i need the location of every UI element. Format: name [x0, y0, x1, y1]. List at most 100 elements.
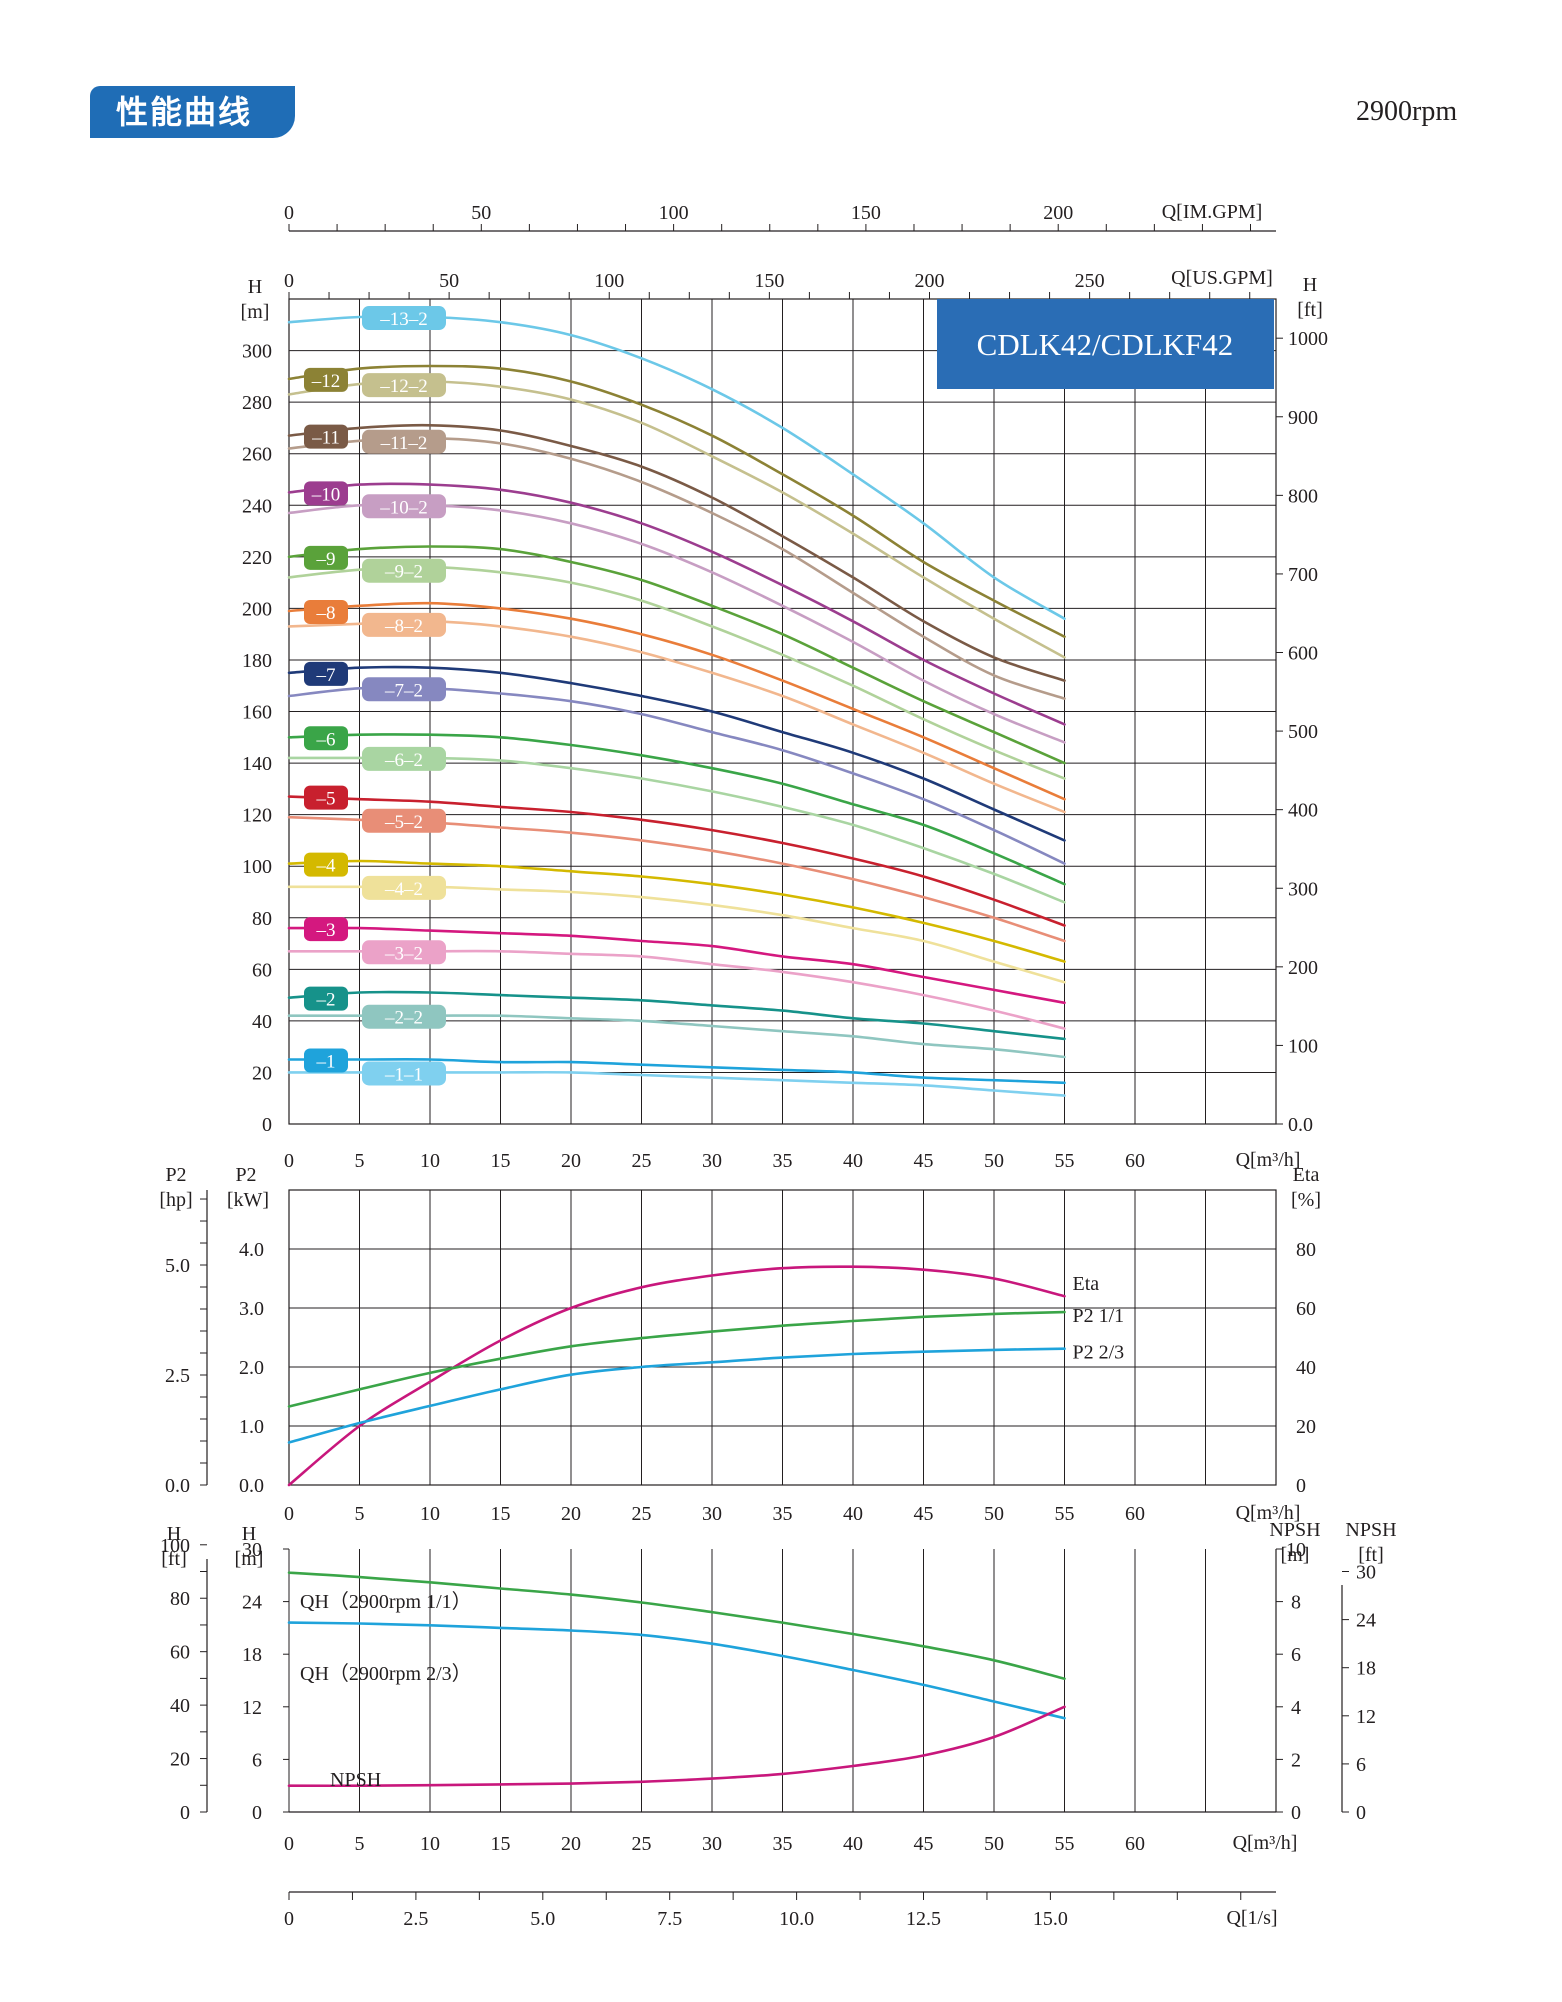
- qh-series-label-1: QH（2900rpm 2/3）: [300, 1662, 472, 1685]
- p2-curve-P2 2/3: [287, 1347, 1066, 1444]
- p2-hp-label: P2: [165, 1164, 186, 1186]
- hq-curve--5: [287, 795, 1066, 927]
- npsh-m-tick: 10: [1286, 1539, 1306, 1561]
- hq-y-tick: 40: [252, 1011, 272, 1033]
- p2-eta-tick: 60: [1296, 1298, 1316, 1320]
- ls-tick: 15.0: [1033, 1908, 1068, 1930]
- npsh-ft-label: NPSH: [1345, 1519, 1396, 1541]
- hq-y-tick: 0: [262, 1114, 272, 1136]
- p2-series-label-P2 2/3: P2 2/3: [1073, 1342, 1125, 1364]
- series-label--10: –10: [311, 484, 341, 505]
- hq-y-tick: 60: [252, 959, 272, 981]
- qh-ft-tick: 80: [170, 1588, 190, 1610]
- series-label-bg: [304, 986, 348, 1011]
- series-label--7-2: –7–2: [384, 680, 423, 701]
- p2-series-label-Eta: Eta: [1073, 1273, 1100, 1295]
- qh-x-tick: 20: [561, 1833, 581, 1855]
- qh-x-tick: 0: [284, 1833, 294, 1855]
- qh-x-label: Q[m³/h]: [1233, 1832, 1298, 1854]
- qh-m-tick: 24: [242, 1592, 262, 1614]
- series-label-bg: [362, 808, 446, 833]
- p2-x-tick: 35: [773, 1503, 793, 1525]
- qh-series-label-2: NPSH: [330, 1769, 381, 1791]
- qh-x-tick: 50: [984, 1833, 1004, 1855]
- im-gpm-tick: 0: [284, 202, 294, 224]
- hq-x-tick: 40: [843, 1150, 863, 1172]
- page-title: 性能曲线: [90, 86, 295, 138]
- series-label--2: –2: [316, 990, 336, 1011]
- qh-x-tick: 25: [632, 1833, 652, 1855]
- series-label-bg: [304, 424, 348, 449]
- qh-m-tick: 0: [252, 1802, 262, 1824]
- im-gpm-tick: 200: [1043, 202, 1073, 224]
- qh-ft-tick: 40: [170, 1695, 190, 1717]
- npsh-ft-unit: [ft]: [1358, 1544, 1384, 1566]
- hq-x-label: Q[m³/h]: [1236, 1149, 1301, 1171]
- npsh-m-tick: 4: [1291, 1697, 1301, 1719]
- p2-curve-P2 1/1: [287, 1310, 1066, 1408]
- qh-x-tick: 30: [702, 1833, 722, 1855]
- npsh-m-tick: 2: [1291, 1749, 1301, 1771]
- p2-x-tick: 45: [914, 1503, 934, 1525]
- im-gpm-tick: 150: [851, 202, 881, 224]
- hq-x-tick: 20: [561, 1150, 581, 1172]
- hq-y-tick: 180: [242, 650, 272, 672]
- series-label--9: –9: [316, 549, 336, 570]
- ls-tick: 2.5: [403, 1908, 428, 1930]
- qh-ft-tick: 100: [160, 1535, 190, 1557]
- p2-eta-unit: [%]: [1291, 1189, 1321, 1211]
- qh-x-tick: 10: [420, 1833, 440, 1855]
- npsh-ft-tick: 0: [1356, 1802, 1366, 1824]
- ls-label: Q[1/s]: [1226, 1907, 1277, 1929]
- qh-m-label: H: [242, 1523, 256, 1545]
- hq-ft-tick: 0.0: [1288, 1114, 1313, 1136]
- qh-m-tick: 18: [242, 1644, 262, 1666]
- hq-y-tick: 260: [242, 444, 272, 466]
- hq-curve--6: [287, 733, 1066, 886]
- hq-y-tick: 300: [242, 341, 272, 363]
- p2-hp-tick: 0.0: [165, 1475, 190, 1497]
- hq-y-tick: 100: [242, 856, 272, 878]
- hq-curve--11: [287, 423, 1066, 682]
- series-label--9-2: –9–2: [384, 562, 423, 583]
- series-label-bg: [304, 726, 348, 751]
- hq-curve--1: [287, 1058, 1066, 1085]
- series-label--1: –1: [316, 1052, 336, 1073]
- series-label--4-2: –4–2: [384, 879, 423, 900]
- hq-ft-tick: 1000: [1288, 328, 1328, 350]
- hq-y-tick: 240: [242, 495, 272, 517]
- p2-hp-tick: 5.0: [165, 1255, 190, 1277]
- hq-y-label: H: [248, 276, 262, 298]
- qh-ft-unit: [ft]: [161, 1548, 187, 1570]
- series-label-bg: [304, 545, 348, 570]
- hq-x-tick: 60: [1125, 1150, 1145, 1172]
- ls-tick: 12.5: [906, 1908, 941, 1930]
- qh-curve-QH（2900rpm 1/1）: [287, 1571, 1066, 1680]
- p2-x-tick: 55: [1055, 1503, 1075, 1525]
- hq-x-tick: 0: [284, 1150, 294, 1172]
- p2-x-tick: 20: [561, 1503, 581, 1525]
- hq-ft-tick: 700: [1288, 564, 1318, 586]
- p2-x-tick: 25: [632, 1503, 652, 1525]
- series-label--4: –4: [316, 856, 337, 877]
- hq-y-tick: 80: [252, 908, 272, 930]
- series-label-bg: [304, 481, 348, 506]
- hq-ft-tick: 100: [1288, 1035, 1318, 1057]
- hq-ft-unit: [ft]: [1297, 299, 1323, 321]
- hq-ft-tick: 200: [1288, 957, 1318, 979]
- series-label-bg: [304, 917, 348, 942]
- p2-x-tick: 40: [843, 1503, 863, 1525]
- hq-ft-tick: 800: [1288, 485, 1318, 507]
- series-label-bg: [362, 875, 446, 900]
- hq-curve--10: [287, 482, 1066, 726]
- qh-curve-NPSH: [287, 1705, 1066, 1788]
- npsh-m-label: NPSH: [1269, 1519, 1320, 1541]
- us-gpm-tick: 150: [754, 270, 784, 292]
- qh-x-tick: 35: [773, 1833, 793, 1855]
- npsh-m-tick: 6: [1291, 1644, 1301, 1666]
- qh-curve-QH（2900rpm 2/3）: [287, 1621, 1066, 1720]
- series-label-bg: [362, 558, 446, 583]
- hq-y-tick: 140: [242, 753, 272, 775]
- series-label--10-2: –10–2: [379, 497, 428, 518]
- series-label--6-2: –6–2: [384, 750, 423, 771]
